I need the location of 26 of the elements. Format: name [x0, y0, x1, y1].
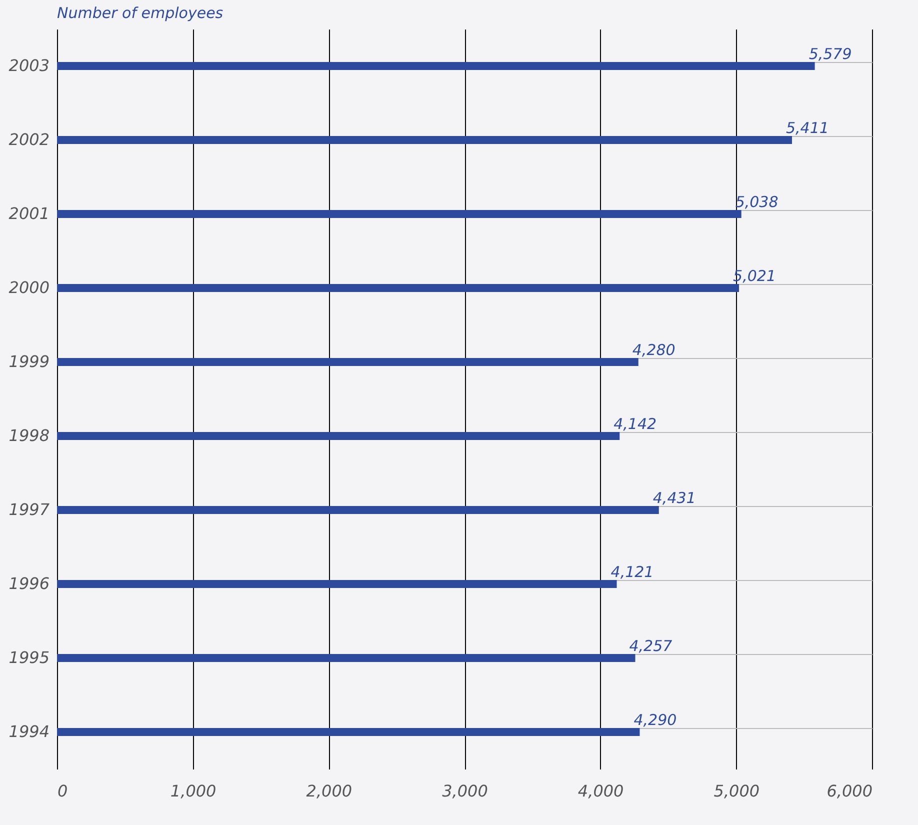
data-label: 5,411: [786, 119, 829, 137]
x-tick-label: 5,000: [714, 782, 760, 800]
x-tick-label: 3,000: [442, 782, 488, 800]
data-label: 4,142: [614, 415, 657, 433]
x-tick-label: 1,000: [170, 782, 216, 800]
data-label: 4,290: [634, 711, 677, 729]
y-tick-label: 2001: [8, 204, 50, 223]
x-tick-label: 0: [58, 782, 68, 800]
y-tick-label: 1999: [8, 352, 50, 371]
data-label: 4,121: [610, 563, 654, 581]
data-label: 4,431: [652, 489, 696, 507]
y-tick-label: 1998: [8, 426, 50, 445]
x-tick-label: 2,000: [306, 782, 352, 800]
data-label: 4,280: [632, 341, 676, 359]
x-tick-label: 4,000: [578, 782, 624, 800]
chart-title: Number of employees: [57, 4, 224, 22]
y-tick-label: 2002: [8, 130, 50, 149]
data-label: 4,257: [629, 637, 673, 655]
x-tick-label: 6,000: [826, 782, 872, 800]
y-tick-label: 2000: [8, 278, 50, 297]
y-tick-label: 1997: [8, 500, 50, 519]
y-tick-label: 1996: [8, 574, 50, 593]
y-tick-label: 1994: [8, 722, 50, 741]
y-tick-label: 2003: [8, 56, 50, 75]
y-tick-label: 1995: [8, 648, 50, 667]
data-label: 5,579: [808, 45, 852, 63]
